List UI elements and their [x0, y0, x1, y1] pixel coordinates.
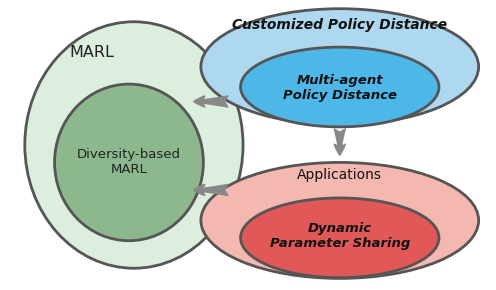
- Ellipse shape: [201, 9, 479, 125]
- Ellipse shape: [241, 198, 439, 278]
- Text: Customized Policy Distance: Customized Policy Distance: [232, 18, 447, 32]
- Ellipse shape: [25, 22, 243, 268]
- Ellipse shape: [55, 84, 203, 241]
- Text: Multi-agent
Policy Distance: Multi-agent Policy Distance: [283, 75, 397, 102]
- Ellipse shape: [241, 47, 439, 127]
- Text: Diversity-based
MARL: Diversity-based MARL: [77, 148, 181, 176]
- Text: MARL: MARL: [69, 45, 114, 60]
- Text: Applications: Applications: [297, 168, 382, 182]
- Text: Dynamic
Parameter Sharing: Dynamic Parameter Sharing: [269, 222, 410, 250]
- Ellipse shape: [201, 162, 479, 278]
